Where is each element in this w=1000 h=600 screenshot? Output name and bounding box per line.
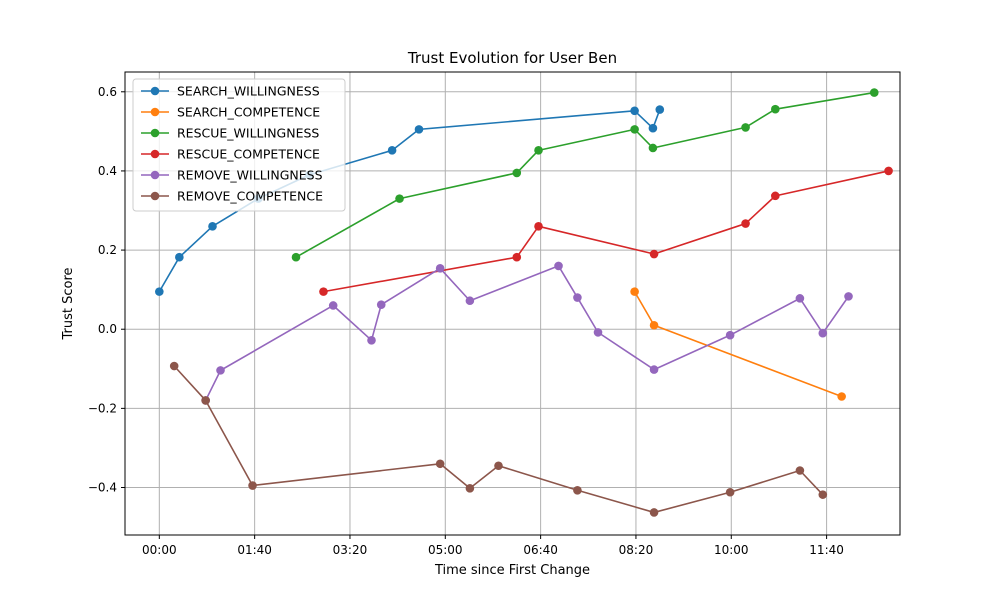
- data-point-remove-willingness: [328, 301, 338, 310]
- data-point-rescue-competence: [741, 219, 750, 228]
- x-tick-label: 01:40: [237, 543, 272, 557]
- data-point-search-willingness: [630, 106, 639, 116]
- legend-marker: [150, 191, 160, 201]
- data-point-rescue-willingness: [771, 104, 780, 114]
- y-axis-label: Trust Score: [61, 267, 76, 340]
- data-point-search-willingness: [387, 146, 397, 155]
- legend-marker: [150, 107, 160, 117]
- x-tick-label: 05:00: [428, 543, 463, 557]
- data-point-rescue-willingness: [741, 123, 750, 132]
- series-remove-competence: [169, 361, 828, 517]
- data-point-rescue-competence: [884, 166, 893, 176]
- data-point-rescue-willingness: [869, 88, 879, 97]
- data-point-remove-competence: [248, 481, 257, 490]
- data-point-remove-willingness: [725, 330, 735, 340]
- data-point-remove-competence: [795, 466, 805, 475]
- data-point-rescue-competence: [512, 252, 522, 262]
- x-tick-label: 11:40: [809, 543, 844, 557]
- legend-label: REMOVE_COMPETENCE: [177, 189, 323, 204]
- legend-label: SEARCH_WILLINGNESS: [177, 84, 320, 99]
- data-point-rescue-competence: [771, 191, 780, 201]
- data-point-remove-willingness: [554, 261, 563, 271]
- data-point-rescue-willingness: [630, 125, 639, 134]
- y-tick-label: 0.0: [98, 322, 117, 336]
- data-point-remove-willingness: [376, 300, 386, 309]
- legend-item-rescue-willingness: RESCUE_WILLINGNESS: [141, 126, 319, 141]
- ticks: 00:00 01:40 03:20 05:00 06:40 08:20 10:00 11:40…: [88, 85, 844, 557]
- data-point-remove-competence: [649, 508, 659, 517]
- legend-marker: [150, 86, 160, 96]
- data-point-rescue-competence: [534, 222, 543, 231]
- legend-item-rescue-competence: RESCUE_COMPETENCE: [141, 147, 320, 162]
- series-rescue-willingness: [291, 88, 879, 262]
- plot-area-frame: [124, 71, 901, 536]
- legend-marker: [150, 128, 160, 138]
- y-tick-label: 0.4: [98, 164, 117, 178]
- legend-marker: [150, 170, 160, 180]
- series-rescue-competence: [319, 166, 893, 296]
- x-axis-label: Time since First Change: [434, 563, 590, 578]
- y-tick-label: 0.2: [98, 243, 117, 257]
- data-point-search-willingness: [648, 123, 658, 133]
- data-point-remove-willingness: [795, 294, 805, 303]
- data-point-search-competence: [630, 287, 639, 296]
- data-point-search-willingness: [414, 125, 424, 134]
- data-point-remove-willingness: [818, 328, 828, 338]
- x-tick-label: 06:40: [523, 543, 558, 557]
- x-tick-label: 10:00: [714, 543, 749, 557]
- data-point-remove-willingness: [649, 365, 659, 374]
- chart-title: Trust Evolution for User Ben: [407, 49, 617, 67]
- data-point-remove-willingness: [216, 366, 225, 375]
- data-point-remove-willingness: [844, 292, 853, 301]
- data-point-rescue-competence: [649, 249, 659, 259]
- data-point-remove-competence: [573, 485, 582, 495]
- data-point-rescue-willingness: [648, 143, 658, 153]
- data-point-rescue-willingness: [395, 194, 404, 203]
- legend-item-remove-willingness: REMOVE_WILLINGNESS: [141, 168, 323, 183]
- legend-label: RESCUE_WILLINGNESS: [177, 126, 319, 141]
- legend: SEARCH_WILLINGNESS SEARCH_COMPETENCE RESCU…: [132, 78, 346, 212]
- legend-label: RESCUE_COMPETENCE: [177, 147, 320, 162]
- data-point-rescue-competence: [319, 287, 328, 296]
- data-point-remove-willingness: [465, 296, 475, 306]
- series-remove-willingness: [201, 261, 853, 405]
- data-point-rescue-willingness: [512, 168, 522, 178]
- y-tick-label: −0.4: [88, 481, 117, 495]
- data-point-remove-willingness: [367, 336, 376, 345]
- data-point-remove-competence: [725, 487, 735, 497]
- data-point-remove-competence: [818, 490, 828, 499]
- legend-item-search-willingness: SEARCH_WILLINGNESS: [141, 84, 320, 99]
- legend-box: [132, 78, 346, 212]
- series-search-competence: [630, 287, 846, 401]
- x-tick-label: 08:20: [619, 543, 654, 557]
- y-tick-label: −0.2: [88, 401, 117, 415]
- data-point-search-willingness: [175, 252, 184, 262]
- data-point-remove-willingness: [435, 263, 445, 273]
- x-tick-label: 00:00: [142, 543, 177, 557]
- legend-item-search-competence: SEARCH_COMPETENCE: [141, 105, 320, 120]
- data-point-search-willingness: [155, 287, 164, 296]
- legend-marker: [150, 149, 160, 159]
- data-point-remove-willingness: [573, 293, 582, 302]
- data-point-search-competence: [837, 392, 846, 401]
- data-point-remove-competence: [169, 361, 179, 371]
- data-point-remove-competence: [494, 461, 503, 471]
- legend-label: REMOVE_WILLINGNESS: [177, 168, 323, 183]
- x-tick-label: 03:20: [333, 543, 368, 557]
- data-point-remove-willingness: [593, 328, 603, 337]
- data-point-search-competence: [649, 320, 659, 330]
- legend-label: SEARCH_COMPETENCE: [177, 105, 320, 120]
- series-line-search-willingness: [158, 109, 661, 293]
- data-point-remove-competence: [435, 459, 445, 469]
- data-point-search-willingness: [208, 222, 217, 231]
- data-point-rescue-willingness: [534, 146, 543, 155]
- data-point-search-willingness: [655, 105, 665, 114]
- series-layer: [155, 88, 893, 517]
- y-tick-label: 0.6: [98, 85, 117, 99]
- legend-item-remove-competence: REMOVE_COMPETENCE: [141, 189, 323, 204]
- data-point-remove-competence: [465, 484, 475, 493]
- data-point-rescue-willingness: [291, 252, 301, 262]
- data-point-remove-competence: [201, 396, 210, 405]
